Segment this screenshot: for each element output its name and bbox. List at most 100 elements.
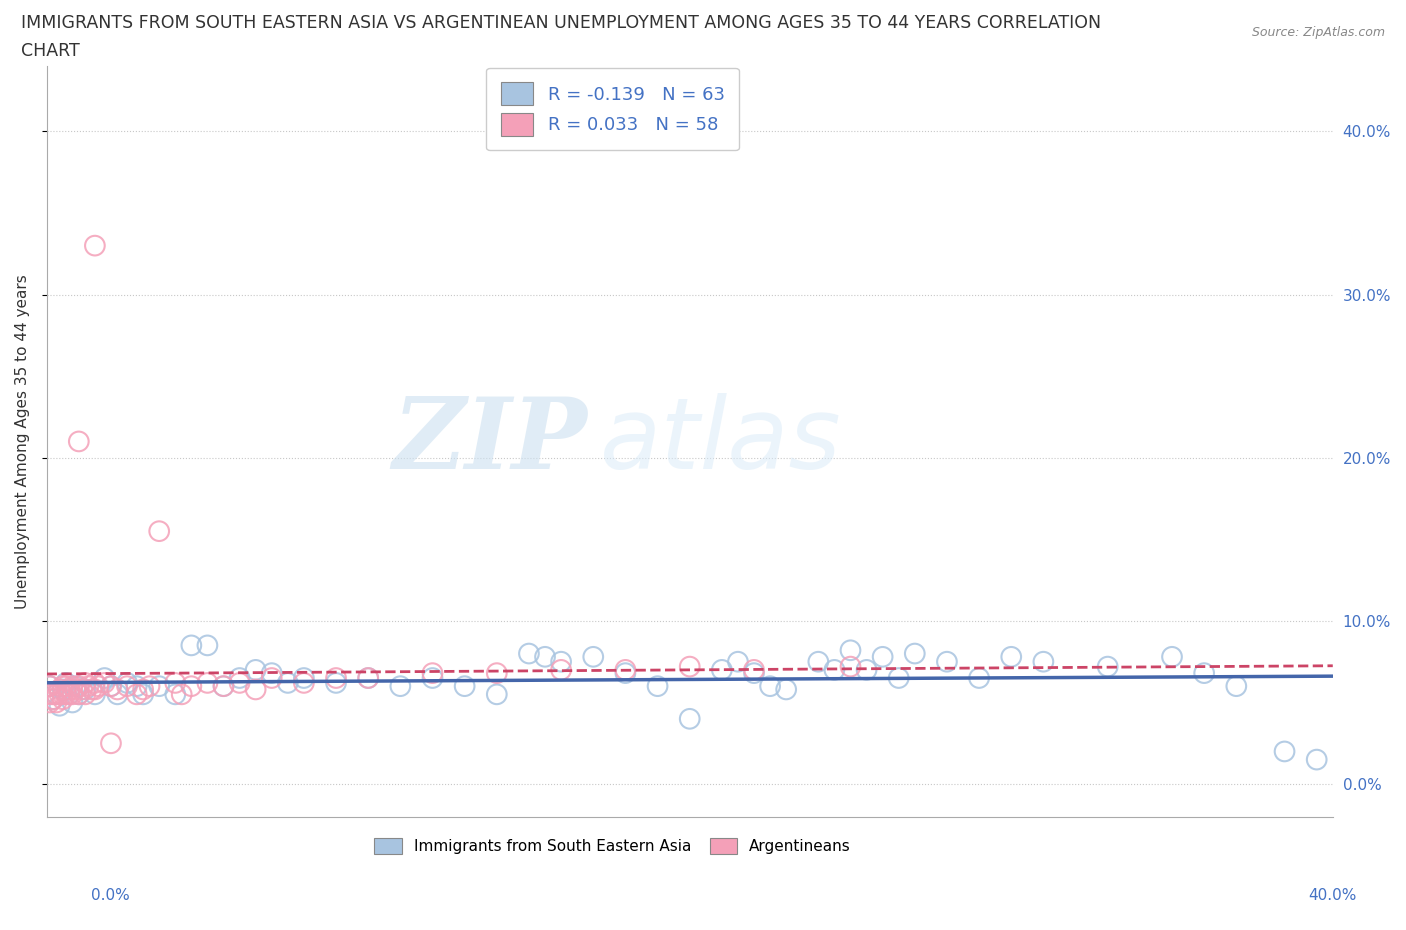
Point (58, 682, 80, 697)
Y-axis label: Unemployment Among Ages 35 to 44 years: Unemployment Among Ages 35 to 44 years (15, 274, 30, 609)
Point (55, 675, 77, 690)
Point (165, 687, 187, 702)
Point (42, 692, 65, 707)
Point (60, 679, 83, 694)
Point (107, 682, 129, 697)
Point (389, 679, 412, 694)
Point (228, 671, 250, 685)
Point (83, 682, 105, 697)
Point (75, 687, 97, 702)
Point (212, 679, 235, 694)
Point (107, 687, 129, 702)
Point (292, 675, 315, 690)
Point (55, 687, 77, 702)
Point (77, 679, 100, 694)
Point (260, 671, 283, 685)
Point (52, 687, 75, 702)
Point (1000, 649, 1022, 664)
Point (65, 679, 87, 694)
Point (245, 682, 267, 697)
Legend: Immigrants from South Eastern Asia, Argentineans: Immigrants from South Eastern Asia, Arge… (367, 830, 859, 861)
Point (52, 679, 75, 694)
Point (679, 659, 702, 674)
Point (75, 675, 97, 690)
Point (45, 687, 67, 702)
Point (125, 687, 148, 702)
Point (839, 659, 862, 674)
Point (742, 662, 765, 677)
Point (180, 638, 202, 653)
Point (710, 662, 733, 677)
Point (904, 646, 927, 661)
Point (742, 666, 765, 681)
Point (100, 679, 122, 694)
Point (93, 675, 115, 690)
Point (967, 671, 990, 685)
Point (679, 711, 702, 726)
Point (38, 695, 60, 710)
Point (357, 671, 380, 685)
Point (614, 662, 637, 677)
Point (550, 662, 572, 677)
Point (357, 671, 380, 685)
Point (115, 679, 138, 694)
Point (325, 671, 347, 685)
Text: ZIP: ZIP (392, 393, 586, 490)
Point (83, 675, 105, 690)
Point (727, 655, 749, 670)
Point (453, 679, 475, 694)
Point (75, 682, 97, 697)
Point (148, 679, 170, 694)
Text: IMMIGRANTS FROM SOUTH EASTERN ASIA VS ARGENTINEAN UNEMPLOYMENT AMONG AGES 35 TO : IMMIGRANTS FROM SOUTH EASTERN ASIA VS AR… (21, 14, 1101, 32)
Point (1192, 666, 1215, 681)
Point (534, 649, 557, 664)
Point (132, 682, 155, 697)
Point (132, 687, 155, 702)
Point (775, 682, 797, 697)
Point (872, 649, 894, 664)
Point (48, 698, 70, 713)
Point (125, 679, 148, 694)
Point (1274, 744, 1296, 759)
Point (245, 662, 267, 677)
Point (115, 675, 138, 690)
Point (38, 687, 60, 702)
Point (325, 675, 347, 690)
Point (550, 655, 572, 670)
Point (180, 679, 202, 694)
Point (170, 687, 193, 702)
Point (100, 679, 122, 694)
Point (485, 666, 508, 681)
Text: CHART: CHART (21, 42, 80, 60)
Point (55, 679, 77, 694)
Point (1161, 649, 1184, 664)
Point (614, 666, 637, 681)
Text: Source: ZipAtlas.com: Source: ZipAtlas.com (1251, 26, 1385, 39)
Point (67, 687, 90, 702)
Point (260, 666, 283, 681)
Text: 40.0%: 40.0% (1309, 888, 1357, 903)
Point (422, 666, 444, 681)
Point (87, 679, 110, 694)
Point (197, 675, 219, 690)
Point (45, 687, 67, 702)
Point (60, 687, 83, 702)
Point (67, 679, 90, 694)
Point (148, 524, 170, 538)
Point (67, 434, 90, 449)
Point (855, 662, 877, 677)
Point (52, 682, 75, 697)
Point (647, 679, 669, 694)
Point (759, 679, 782, 694)
Point (1097, 659, 1119, 674)
Point (48, 682, 70, 697)
Point (52, 692, 75, 707)
Point (165, 675, 187, 690)
Text: 0.0%: 0.0% (91, 888, 131, 903)
Point (42, 687, 65, 702)
Point (83, 238, 105, 253)
Point (65, 682, 87, 697)
Point (100, 736, 122, 751)
Point (48, 687, 70, 702)
Point (58, 687, 80, 702)
